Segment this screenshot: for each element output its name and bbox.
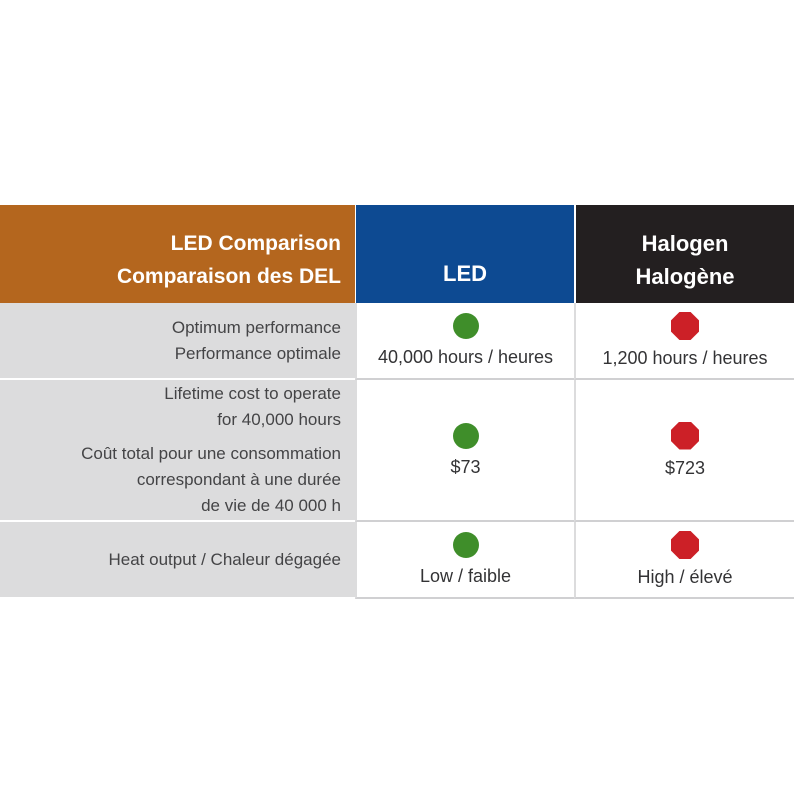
row-label-line: Coût total pour une consommation	[81, 444, 341, 463]
row-label-line: Optimum performance	[171, 317, 341, 337]
led-performance-cell: 40,000 hours / heures	[355, 303, 574, 380]
red-stop-octagon-icon	[671, 312, 699, 340]
header-halogen-title-fr: Halogène	[635, 264, 735, 289]
row-label-line: Performance optimale	[174, 343, 341, 363]
header-title-en: LED Comparison	[170, 232, 341, 255]
row-label-performance: Optimum performance Performance optimale	[0, 303, 355, 380]
halogen-cost-value: $723	[664, 457, 706, 478]
led-heat-cell: Low / faible	[355, 522, 574, 599]
red-stop-octagon-icon	[671, 421, 699, 450]
green-circle-icon	[452, 313, 479, 339]
comparison-table: LED Comparison Comparaison des DEL LED H…	[0, 205, 794, 599]
header-halogen-cell: Halogen Halogène	[574, 205, 794, 303]
halogen-heat-cell: High / élevé	[574, 522, 794, 599]
row-label-cost: Lifetime cost to operate for 40,000 hour…	[0, 380, 355, 522]
led-cost-cell: $73	[355, 380, 574, 522]
green-circle-icon	[452, 532, 479, 558]
row-label-line: Heat output / Chaleur dégagée	[108, 549, 341, 569]
led-performance-value: 40,000 hours / heures	[377, 347, 554, 367]
header-halogen-title-en: Halogen	[641, 231, 729, 256]
row-label-line: de vie de 40 000 h	[201, 496, 341, 515]
red-stop-octagon-icon	[671, 531, 699, 559]
header-label-cell: LED Comparison Comparaison des DEL	[0, 205, 355, 303]
row-label-line: Lifetime cost to operate	[164, 384, 341, 403]
green-circle-icon	[452, 422, 479, 449]
led-heat-value: Low / faible	[419, 566, 512, 586]
halogen-performance-cell: 1,200 hours / heures	[574, 303, 794, 380]
row-label-line: for 40,000 hours	[217, 410, 341, 429]
halogen-heat-value: High / élevé	[637, 567, 733, 587]
row-label-line: correspondant à une durée	[136, 470, 341, 489]
header-led-title: LED	[443, 261, 487, 286]
row-label-heat: Heat output / Chaleur dégagée	[0, 522, 355, 599]
halogen-performance-value: 1,200 hours / heures	[602, 348, 768, 368]
header-title-fr: Comparaison des DEL	[116, 265, 341, 288]
led-cost-value: $73	[450, 456, 481, 477]
halogen-cost-cell: $723	[574, 380, 794, 522]
header-led-cell: LED	[355, 205, 574, 303]
